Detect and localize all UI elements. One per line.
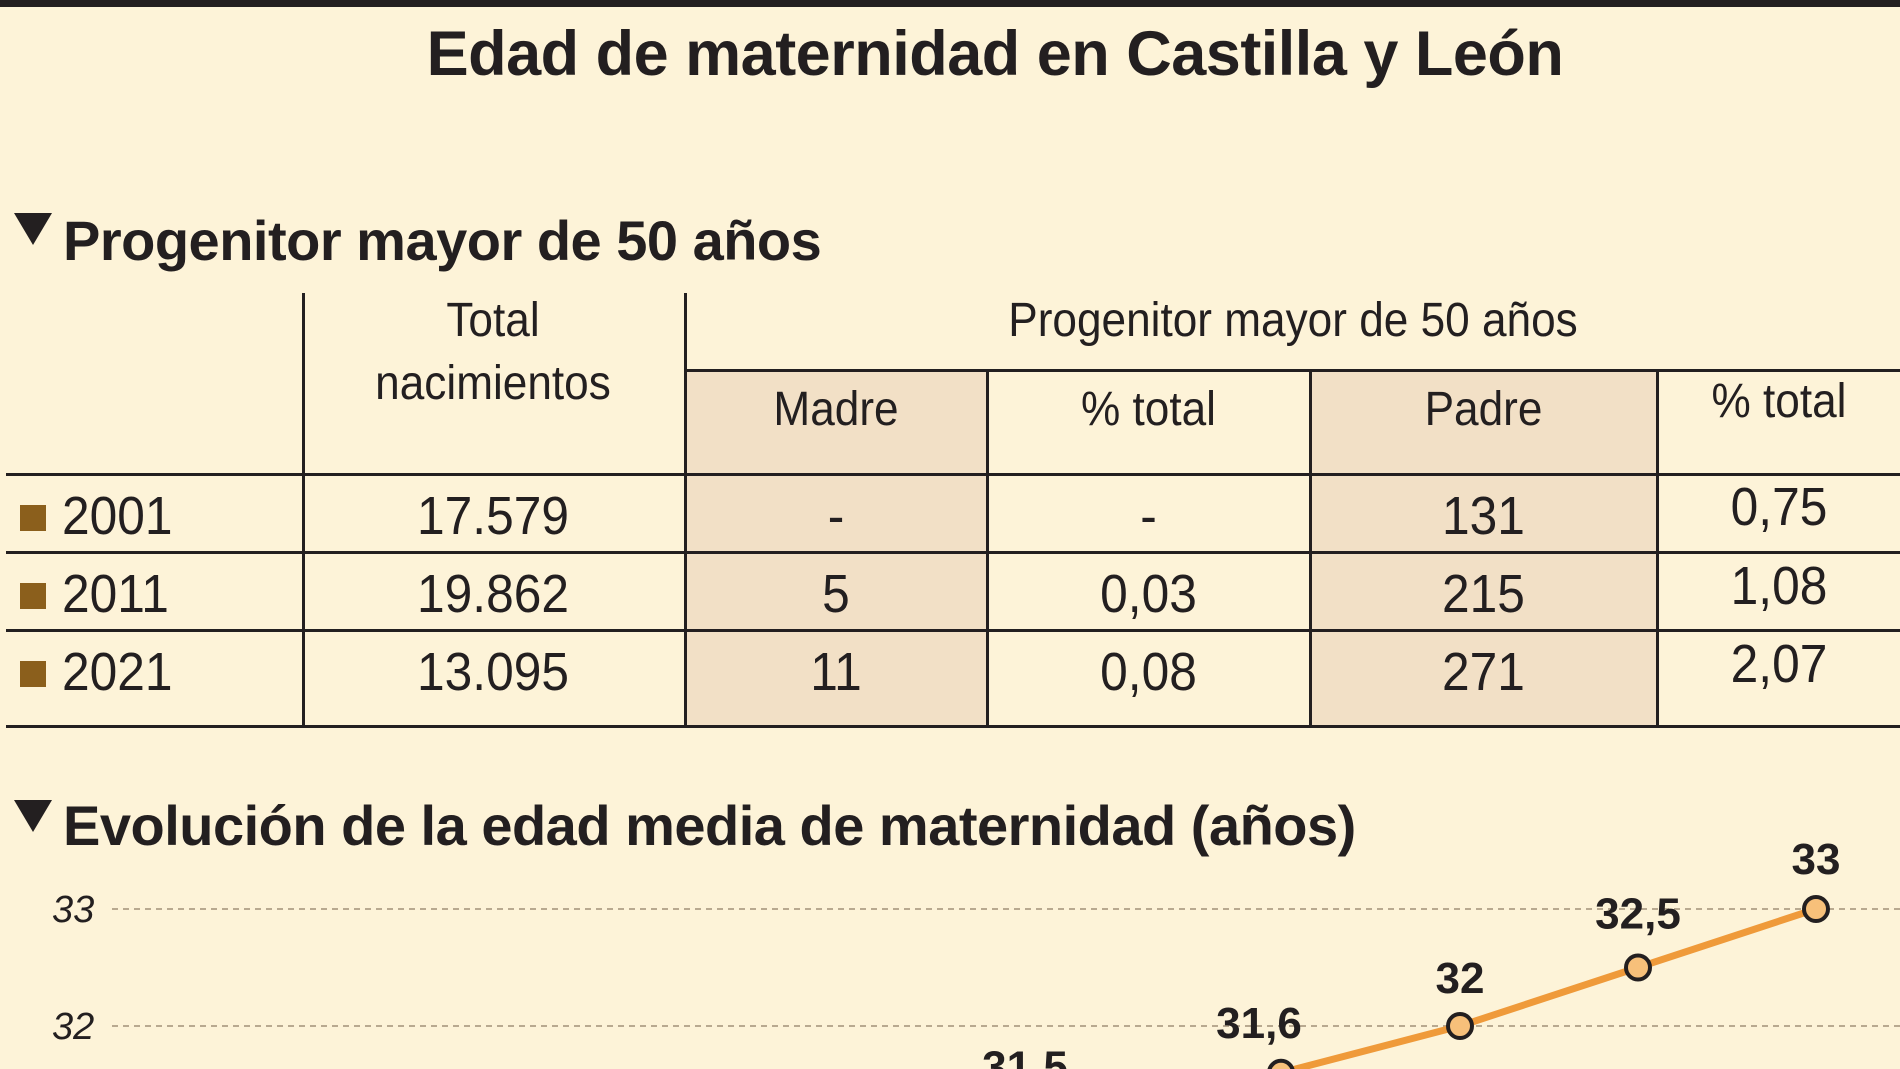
cell-padre: 131: [1442, 486, 1525, 546]
cell-pct-padre: 0,75: [1730, 477, 1828, 537]
chart-title: Evolución de la edad media de maternidad…: [63, 794, 1356, 857]
section-title-table: Progenitor mayor de 50 años: [63, 209, 822, 272]
header-pct-madre: % total: [1080, 383, 1217, 436]
cell-pct-madre: -: [1140, 486, 1157, 546]
table-divider: [6, 551, 1900, 554]
page-title: Edad de maternidad en Castilla y León: [426, 19, 1564, 89]
header-pct-padre: % total: [1711, 375, 1847, 428]
top-rule: [0, 0, 1900, 7]
row-year: 2021: [62, 642, 173, 702]
header-madre: Madre: [773, 383, 899, 436]
table-divider: [1656, 370, 1659, 727]
y-tick-label: 32: [52, 1006, 94, 1048]
header-total-line2: nacimientos: [375, 357, 611, 410]
row-swatch: [20, 661, 46, 687]
data-point: [1446, 1012, 1474, 1040]
section-marker-icon: [14, 213, 52, 245]
row-year: 2011: [62, 564, 169, 624]
cell-madre: 5: [822, 564, 850, 624]
table-divider: [684, 369, 1900, 372]
cell-total: 13.095: [417, 642, 569, 702]
cell-madre: 11: [810, 642, 862, 702]
y-tick-label: 33: [52, 889, 94, 931]
data-label: 31,6: [1216, 999, 1302, 1048]
cell-madre: -: [827, 486, 845, 546]
cell-padre: 271: [1442, 642, 1525, 702]
table-divider: [684, 293, 687, 727]
header-padre: Padre: [1424, 383, 1543, 436]
table-divider: [6, 629, 1900, 632]
data-point: [1624, 953, 1652, 982]
data-label: 31,5: [982, 1043, 1068, 1069]
table-divider: [1309, 370, 1312, 727]
data-label: 32,5: [1595, 890, 1681, 939]
header-group: Progenitor mayor de 50 años: [1008, 294, 1578, 347]
cell-padre: 215: [1442, 564, 1525, 624]
table-divider: [986, 370, 989, 727]
data-point: [1267, 1058, 1295, 1069]
cell-total: 17.579: [417, 486, 569, 546]
table-divider: [302, 293, 305, 727]
header-total-line1: Total: [446, 294, 540, 347]
data-label: 32: [1436, 954, 1485, 1003]
cell-pct-padre: 2,07: [1730, 634, 1828, 694]
section-marker-icon: [14, 800, 52, 832]
shade-padre-column: [1311, 372, 1656, 727]
table-divider: [6, 473, 1900, 476]
shade-madre-column: [686, 372, 988, 727]
cell-total: 19.862: [417, 564, 569, 624]
row-swatch: [20, 583, 46, 609]
cell-pct-madre: 0,03: [1100, 564, 1197, 624]
cell-pct-madre: 0,08: [1100, 642, 1197, 702]
row-swatch: [20, 505, 46, 531]
cell-pct-padre: 1,08: [1730, 556, 1828, 616]
table-divider: [6, 725, 1900, 728]
row-year: 2001: [62, 486, 173, 546]
data-label: 33: [1792, 835, 1841, 884]
data-point: [1802, 895, 1830, 923]
